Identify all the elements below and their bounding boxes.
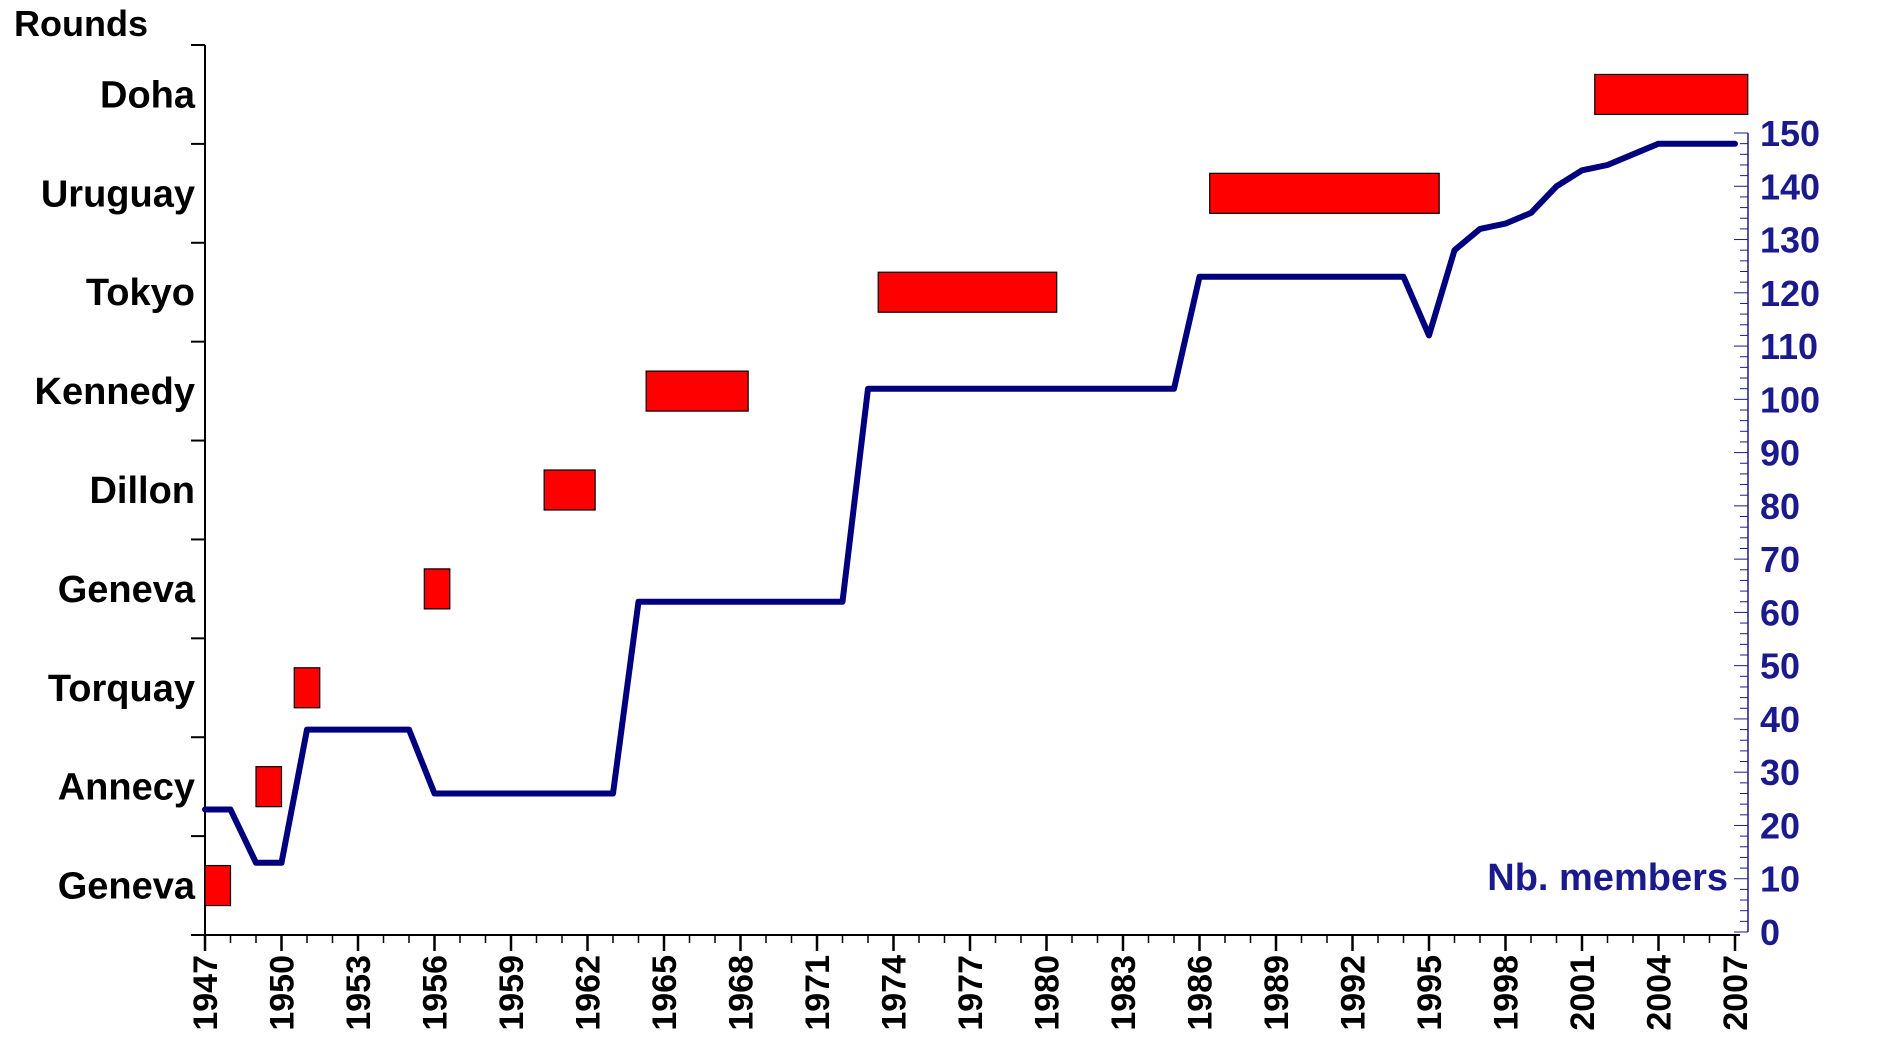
round-label: Geneva xyxy=(58,866,196,908)
x-tick-label: 1962 xyxy=(570,955,608,1031)
round-bar xyxy=(1594,73,1749,116)
x-tick-label: 1992 xyxy=(1335,955,1373,1031)
round-bar xyxy=(293,667,321,709)
round-label: Kennedy xyxy=(35,371,195,413)
right-tick-label: 70 xyxy=(1760,539,1800,580)
right-tick-label: 110 xyxy=(1760,326,1818,367)
members-line xyxy=(202,140,1738,866)
x-tick-label: 1947 xyxy=(187,955,225,1031)
x-tick-label: 1998 xyxy=(1488,955,1526,1031)
right-tick-label: 50 xyxy=(1760,646,1800,687)
right-tick-label: 80 xyxy=(1760,486,1800,527)
x-tick-label: 1980 xyxy=(1029,955,1067,1031)
right-tick-label: 30 xyxy=(1760,752,1800,793)
round-bar xyxy=(877,271,1058,313)
right-tick-label: 100 xyxy=(1760,379,1820,420)
x-tick-label: 1971 xyxy=(799,955,837,1031)
x-tick-label: 2004 xyxy=(1641,955,1679,1031)
round-label: Annecy xyxy=(58,767,195,809)
right-tick-label: 130 xyxy=(1760,220,1820,261)
x-tick-label: 1953 xyxy=(340,955,378,1031)
right-tick-label: 90 xyxy=(1760,433,1800,474)
round-bars xyxy=(204,73,1749,907)
right-tick-label: 40 xyxy=(1760,699,1800,740)
x-tick-label: 1965 xyxy=(646,955,684,1031)
round-label: Torquay xyxy=(48,668,195,710)
left-axis-title: Rounds xyxy=(14,3,148,44)
right-tick-label: 60 xyxy=(1760,592,1800,633)
round-bar xyxy=(423,568,451,610)
members-line-group xyxy=(202,140,1738,866)
x-tick-label: 1974 xyxy=(876,955,914,1031)
x-tick-label: 2001 xyxy=(1564,955,1602,1031)
right-tick-label: 150 xyxy=(1760,113,1820,154)
x-tick-label: 2007 xyxy=(1717,955,1755,1031)
round-label: Tokyo xyxy=(86,272,195,314)
x-tick-label: 1977 xyxy=(952,955,990,1031)
round-label: Doha xyxy=(100,74,196,116)
x-tick-label: 1950 xyxy=(264,955,302,1031)
x-tick-label: 1986 xyxy=(1182,955,1220,1031)
round-bar xyxy=(255,766,283,808)
right-axis: 0 10 20 30 40 50 60 70 80 90 100 110 120 130 140 150 xyxy=(1734,113,1820,953)
right-tick-label: 10 xyxy=(1760,859,1800,900)
round-bar xyxy=(543,469,596,511)
x-tick-label: 1995 xyxy=(1411,955,1449,1031)
right-tick-label: 0 xyxy=(1760,912,1780,953)
round-label: Geneva xyxy=(58,569,196,611)
right-tick-label: 20 xyxy=(1760,805,1800,846)
round-bar xyxy=(204,864,232,907)
round-bar xyxy=(1209,172,1440,214)
x-tick-label: 1968 xyxy=(723,955,761,1031)
x-tick-label: 1989 xyxy=(1258,955,1296,1031)
x-tick-label: 1959 xyxy=(493,955,531,1031)
right-tick-label: 140 xyxy=(1760,166,1820,207)
round-label: Uruguay xyxy=(41,173,195,215)
members-axis-label: Nb. members xyxy=(1487,857,1728,899)
round-label: Dillon xyxy=(89,470,195,512)
x-axis: 1947 1950 1953 1956 1959 1962 1965 1968 1971 1974… xyxy=(187,934,1755,1031)
x-tick-label: 1983 xyxy=(1105,955,1143,1031)
round-bar xyxy=(645,370,749,412)
x-tick-label: 1956 xyxy=(417,955,455,1031)
left-axis: Geneva Annecy Torquay Geneva Dillon Kennedy To… xyxy=(35,44,206,936)
right-tick-label: 120 xyxy=(1760,273,1820,314)
